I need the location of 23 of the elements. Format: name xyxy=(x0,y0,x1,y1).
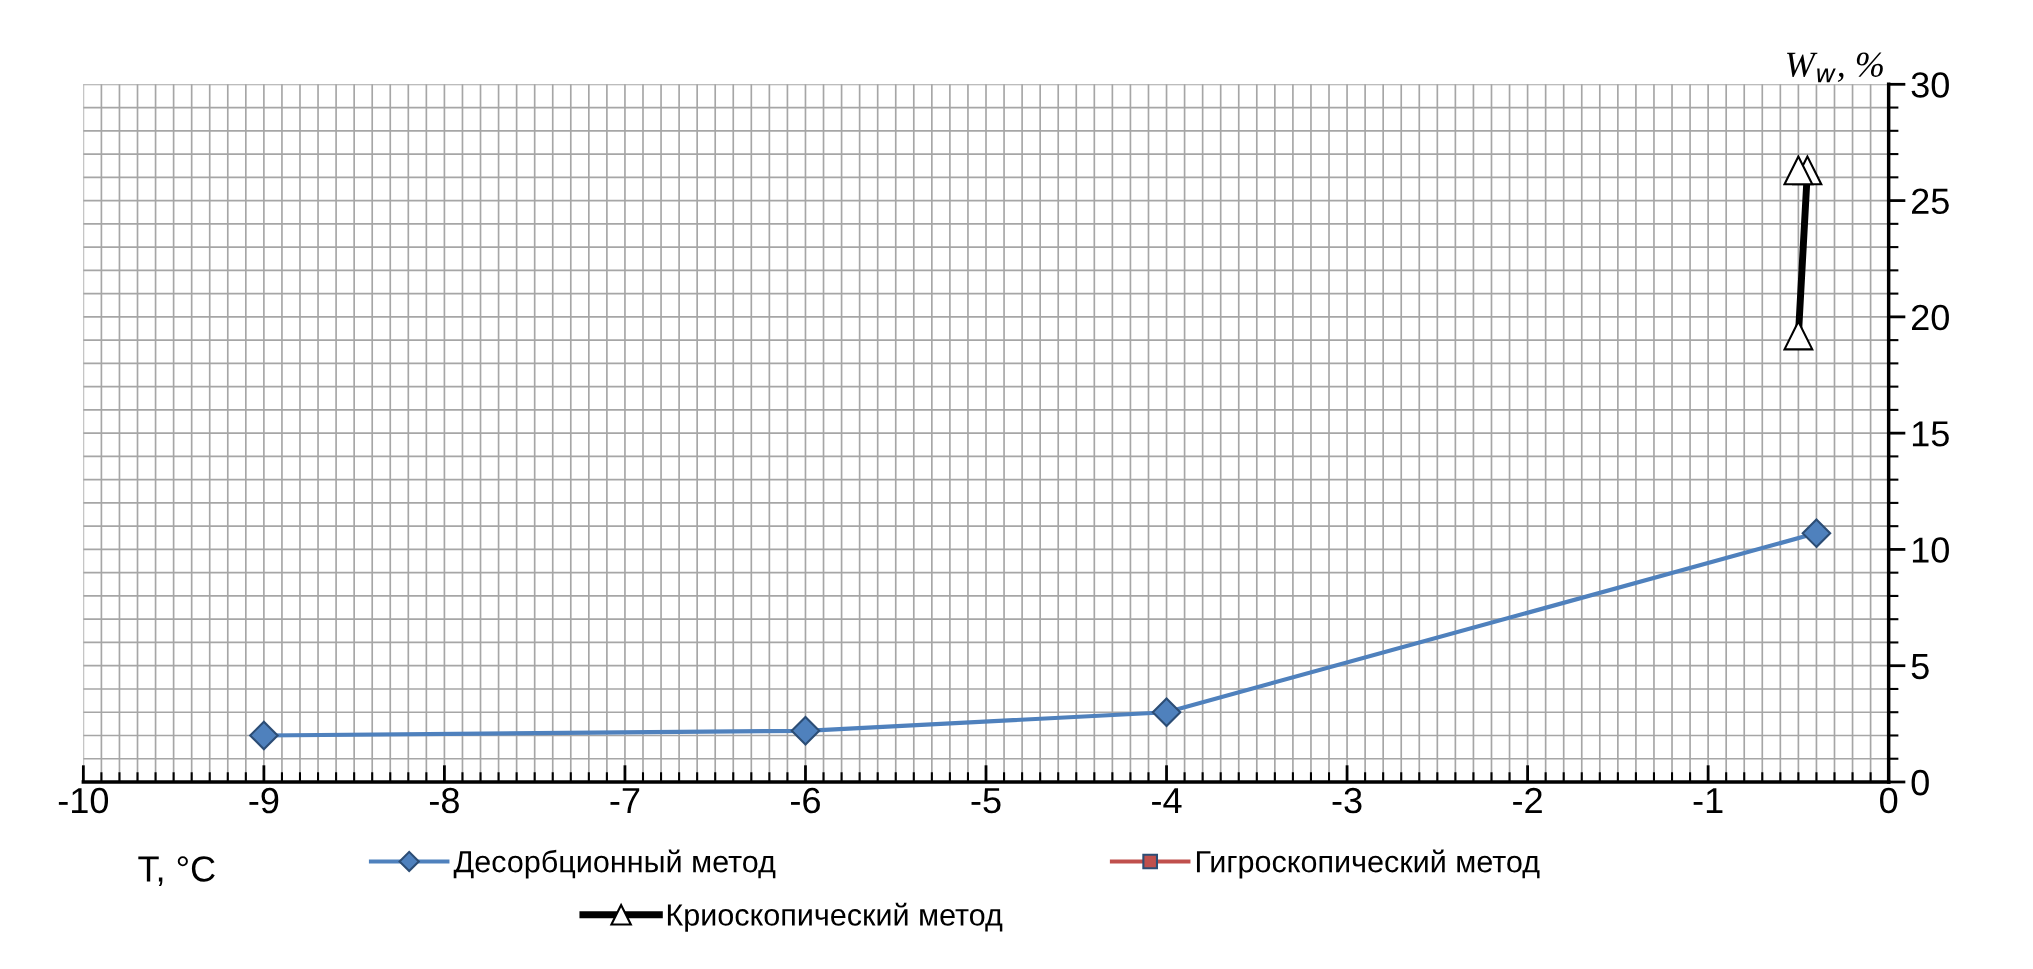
y-axis-title: W$_{w}$, % xyxy=(1787,52,1883,83)
y-tick-label: 20 xyxy=(1912,304,1949,331)
x-tick-label: -4 xyxy=(1152,788,1182,814)
y-tick-label: 0 xyxy=(1911,769,1929,796)
x-tick-label: -7 xyxy=(610,788,640,814)
x-tick-label: 0 xyxy=(1880,787,1898,814)
legend-label: Криоскопический метод xyxy=(667,902,1003,932)
y-tick-label: 30 xyxy=(1911,72,1949,98)
x-axis-title: T, °C xyxy=(138,856,215,887)
y-tick-label: 5 xyxy=(1911,653,1929,680)
x-tick-label: -2 xyxy=(1513,787,1542,814)
x-tick-label: -10 xyxy=(58,787,109,814)
legend-label: Гигроскопический метод xyxy=(1196,849,1540,879)
x-tick-label: -8 xyxy=(429,787,459,814)
x-tick-label: -3 xyxy=(1332,787,1362,814)
y-tick-label: 10 xyxy=(1912,537,1949,563)
y-tick-label: 25 xyxy=(1912,188,1949,215)
x-tick-label: -5 xyxy=(971,788,1001,814)
legend-label: Десорбционный метод xyxy=(453,849,776,879)
x-tick-label: -6 xyxy=(791,787,820,814)
y-tick-label: 15 xyxy=(1912,421,1949,447)
x-tick-label: -9 xyxy=(249,787,279,814)
x-tick-label: -1 xyxy=(1693,788,1723,814)
